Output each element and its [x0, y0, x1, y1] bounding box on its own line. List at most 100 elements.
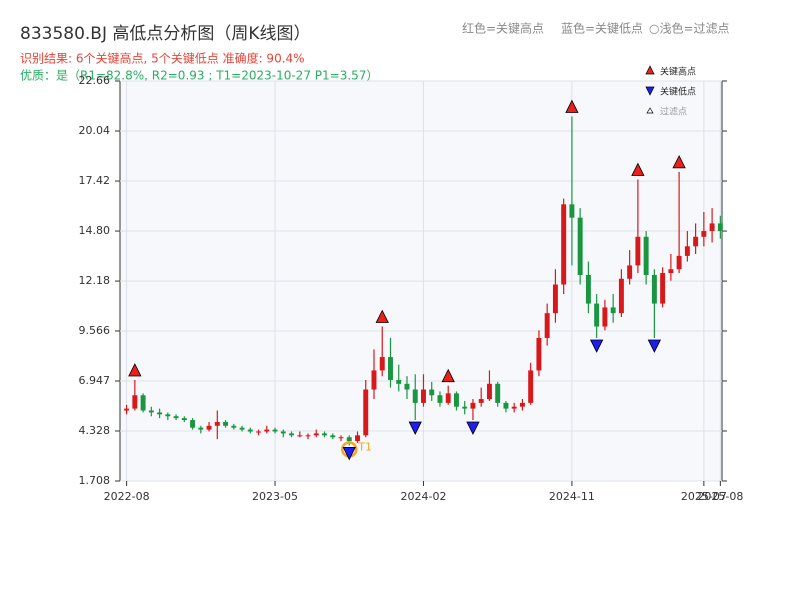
candle-body [223, 421, 229, 426]
candle-body [280, 431, 286, 434]
candle-body [379, 357, 385, 371]
key-high-marker [631, 162, 645, 176]
key-high-marker [565, 99, 579, 113]
candle-body [346, 437, 352, 442]
candle-body [206, 425, 212, 430]
legend-symbol [645, 65, 655, 75]
candle-body [528, 370, 534, 403]
candle-body [363, 389, 369, 436]
key-high-marker [128, 363, 142, 377]
candle-body [264, 429, 270, 432]
key-low-marker [342, 447, 356, 461]
candle-body [305, 435, 311, 437]
candle-body [660, 273, 666, 304]
candle-body [272, 429, 278, 432]
candle-body [388, 357, 393, 380]
candle-body [511, 406, 517, 409]
candle-body [322, 433, 327, 436]
candle-body [239, 427, 245, 430]
candle-body [214, 421, 220, 426]
chart-title: 833580.BJ 高低点分析图（周K线图） [20, 24, 311, 44]
key-high-marker [375, 309, 389, 323]
header-legend: ○浅色=过滤点 [649, 22, 730, 36]
candle-body [330, 435, 336, 438]
candle-body [495, 383, 501, 403]
candle-body [190, 420, 196, 428]
candle-body [247, 429, 253, 432]
candle-body [536, 337, 542, 371]
candle-body [231, 425, 237, 428]
candle-body [289, 433, 295, 436]
candle-body [585, 274, 591, 304]
candle-body [668, 269, 674, 274]
candle-body [297, 435, 303, 437]
x-tick-label: 2022-08 [104, 490, 150, 503]
quality-note: 优质：是（R1=82.8%, R2=0.93 ; T1=2023-10-27 P… [20, 69, 378, 83]
y-tick-label: 17.42 [79, 174, 111, 187]
candle-body [610, 307, 616, 314]
x-tick-label: 2023-05 [252, 490, 298, 503]
candle-body [594, 303, 600, 327]
y-tick-label: 12.18 [79, 274, 111, 287]
candle-body [676, 255, 682, 270]
x-tick-label: 2024-11 [549, 490, 595, 503]
legend-symbol [645, 86, 655, 96]
candle-body [478, 399, 484, 403]
y-tick-label: 4.328 [79, 424, 111, 437]
key-high-marker [672, 154, 686, 169]
candle-body [165, 414, 171, 417]
key-low-marker [466, 421, 480, 435]
candle-body [693, 236, 699, 247]
candle-body [338, 437, 344, 439]
candle-body [437, 395, 443, 403]
candle-body [503, 402, 509, 409]
candle-body [453, 393, 459, 407]
candle-body [181, 418, 187, 421]
candle-body [412, 389, 418, 403]
candle-body [157, 412, 163, 415]
x-tick-label: 2024-02 [400, 490, 446, 503]
candle-body [132, 395, 138, 409]
candle-body [635, 236, 641, 266]
candle-body [198, 427, 204, 430]
candle-body [396, 379, 402, 384]
candle-body [544, 313, 550, 338]
key-low-marker [590, 339, 604, 353]
y-tick-label: 20.04 [79, 124, 111, 137]
y-tick-label: 9.566 [79, 324, 111, 337]
candle-body [602, 307, 608, 327]
header-legend: 蓝色=关键低点 [561, 22, 643, 36]
y-tick-label: 22.66 [79, 74, 111, 87]
candle-body [470, 402, 476, 409]
key-high-marker [441, 368, 455, 383]
y-tick-label: 14.80 [79, 224, 111, 237]
candle-body [643, 236, 649, 275]
candle-body [313, 433, 319, 436]
key-low-marker [647, 339, 662, 353]
candle-body [148, 410, 154, 413]
candle-body [717, 223, 723, 232]
candle-body [709, 223, 715, 232]
candle-body [462, 406, 468, 409]
candle-body [552, 284, 558, 314]
candle-body [256, 431, 262, 433]
legend-label: 过滤点 [660, 106, 687, 118]
legend-label: 关键低点 [660, 86, 696, 98]
candle-body [486, 383, 492, 400]
candle-body [445, 393, 451, 403]
key-low-marker [408, 421, 422, 435]
candle-body [404, 383, 410, 390]
candle-body [173, 416, 179, 419]
candle-body [371, 370, 377, 390]
candle-body [701, 231, 707, 237]
candle-body [684, 246, 690, 256]
x-tick-label: 2025-07 [681, 490, 727, 503]
grid [120, 80, 722, 482]
x-tick-label: 2025-08 [697, 490, 743, 503]
candle-body [355, 435, 360, 442]
legend-symbol [646, 107, 654, 114]
y-tick-label: 1.708 [79, 474, 111, 487]
candle-body [618, 278, 624, 314]
legend-label: 关键高点 [660, 66, 696, 78]
